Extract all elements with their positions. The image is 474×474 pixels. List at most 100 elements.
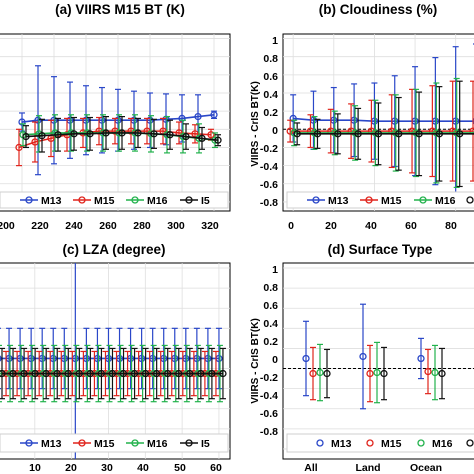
panel-a-xtick-label: 200 — [0, 220, 15, 232]
panel-d-ytick-label: 0.6 — [263, 300, 278, 312]
data-point-m13 — [60, 354, 68, 363]
data-point-m15 — [286, 127, 294, 135]
panel-c-legend-m16-marker — [131, 439, 139, 447]
data-point-i5 — [166, 131, 174, 139]
panel-c-legend-m15-marker — [78, 439, 86, 447]
panel-b-ytick-label: -0.2 — [260, 143, 278, 155]
data-point-i5 — [141, 369, 150, 378]
panel-a-legend-i5-marker — [185, 196, 193, 204]
panel-d-legend-m15-marker — [366, 439, 374, 447]
panel-a-xtick-labels: 200 220 240 260 280 300 320 — [0, 220, 219, 232]
panel-d-frame — [282, 262, 474, 460]
data-point-i5 — [175, 369, 183, 378]
data-point-m13 — [18, 118, 26, 126]
data-point-i5 — [456, 130, 464, 138]
panel-b-legend-box — [286, 191, 474, 209]
data-point-i5 — [75, 369, 83, 378]
series-line-m13 — [293, 117, 474, 122]
data-point-i5 — [150, 130, 158, 138]
panel-d-legend-m16-label: M16 — [432, 438, 453, 450]
panel-b-ylabel: VIIRS - CrIS BT(K) — [250, 81, 261, 167]
panel-a-legend-m15-marker — [78, 196, 86, 204]
panel-a-marks — [15, 65, 222, 176]
data-point-m13 — [452, 117, 460, 125]
panel-b-legend-m15-label: M15 — [381, 195, 402, 207]
data-point-m16 — [316, 368, 324, 377]
panel-d-ytick-label: 0 — [272, 354, 278, 366]
data-point-m13 — [330, 116, 338, 124]
panel-d-ytick-label: 0.8 — [263, 282, 278, 294]
panel-c-legend-i5-label: I5 — [201, 438, 210, 450]
data-point-i5 — [31, 369, 39, 378]
data-point-i5 — [118, 129, 126, 137]
data-point-i5 — [108, 369, 117, 378]
data-point-i5 — [164, 369, 172, 378]
panel-b-frame — [282, 33, 474, 212]
panel-d-legend-box — [286, 433, 474, 453]
panel-c-legend-m13-marker — [25, 439, 33, 447]
panel-d-legend-m15-label: M15 — [381, 438, 402, 450]
panel-c-title: (c) LZA (degree) — [62, 242, 165, 257]
panel-d-marks — [302, 303, 446, 410]
panel-b-marks — [286, 43, 474, 199]
panel-b-title: (b) Cloudiness (%) — [319, 2, 438, 17]
data-point-i5 — [354, 130, 362, 138]
data-point-m15 — [111, 127, 119, 135]
data-point-m13 — [126, 354, 135, 363]
panel-d-ytick-label: 1 — [272, 264, 278, 276]
panel-b-xtick-label: 40 — [365, 220, 377, 232]
data-point-m15 — [31, 138, 39, 146]
data-point-i5 — [134, 129, 142, 137]
data-point-i5 — [22, 132, 30, 141]
panel-b-xtick-labels: 0 20 40 60 80 — [288, 220, 457, 232]
data-point-m13 — [359, 352, 367, 361]
panel-b-legend-m13-label: M13 — [328, 195, 349, 207]
data-point-i5 — [86, 369, 95, 378]
data-point-i5 — [54, 131, 62, 139]
panel-b-legend-i5-marker — [466, 196, 474, 204]
data-point-m13 — [93, 354, 102, 363]
data-point-m13 — [178, 114, 186, 123]
data-point-i5 — [438, 369, 446, 378]
data-point-i5 — [42, 369, 50, 378]
panel-b-ytick-label: 0.4 — [263, 89, 278, 101]
panel-c-xtick-label: 20 — [65, 462, 77, 474]
data-point-m16 — [431, 368, 439, 377]
panel-b: (b) Cloudiness (%) VIIRS - CrIS BT(K) 1 … — [250, 2, 474, 232]
panel-d: (d) Surface Type VIIRS - CrIS BT(K) 1 0.… — [250, 242, 474, 474]
data-point-i5 — [70, 130, 78, 138]
panel-b-ytick-label: -0.8 — [260, 197, 278, 209]
data-point-m13 — [302, 354, 310, 363]
series-line-m15 — [18, 130, 212, 149]
data-point-m13 — [38, 354, 46, 363]
data-point-m13 — [182, 354, 190, 363]
panel-c-frame — [0, 262, 231, 460]
panel-a-legend-m13-label: M13 — [41, 195, 62, 207]
data-point-m13 — [411, 117, 419, 125]
data-point-m13 — [5, 354, 13, 363]
data-point-i5 — [197, 369, 205, 378]
data-point-m13 — [49, 354, 57, 363]
panel-d-ytick-label: 0.2 — [263, 336, 278, 348]
panel-b-legend-m13-marker — [312, 196, 320, 204]
panel-a-xtick-label: 320 — [201, 220, 219, 232]
data-point-i5 — [214, 136, 222, 144]
data-point-m15 — [15, 143, 23, 152]
data-point-i5 — [102, 129, 110, 137]
data-point-i5 — [182, 132, 190, 141]
data-point-i5 — [374, 130, 383, 138]
data-point-m13 — [27, 354, 35, 363]
data-point-m13 — [431, 117, 440, 125]
panel-c: (c) LZA (degree) 10 20 30 40 50 60 M13 M… — [0, 242, 231, 474]
panel-d-title: (d) Surface Type — [328, 242, 433, 257]
data-point-m13 — [0, 355, 2, 362]
panel-c-legend: M13 M15 M16 I5 — [0, 433, 229, 453]
panel-c-xtick-label: 60 — [210, 462, 222, 474]
data-point-m15 — [424, 367, 432, 376]
data-point-i5 — [119, 369, 128, 378]
panel-c-legend-i5-marker — [185, 439, 193, 447]
panel-b-ytick-label: 0 — [272, 125, 278, 137]
data-point-m15 — [366, 369, 374, 378]
panel-b-legend-m16-marker — [419, 196, 427, 204]
